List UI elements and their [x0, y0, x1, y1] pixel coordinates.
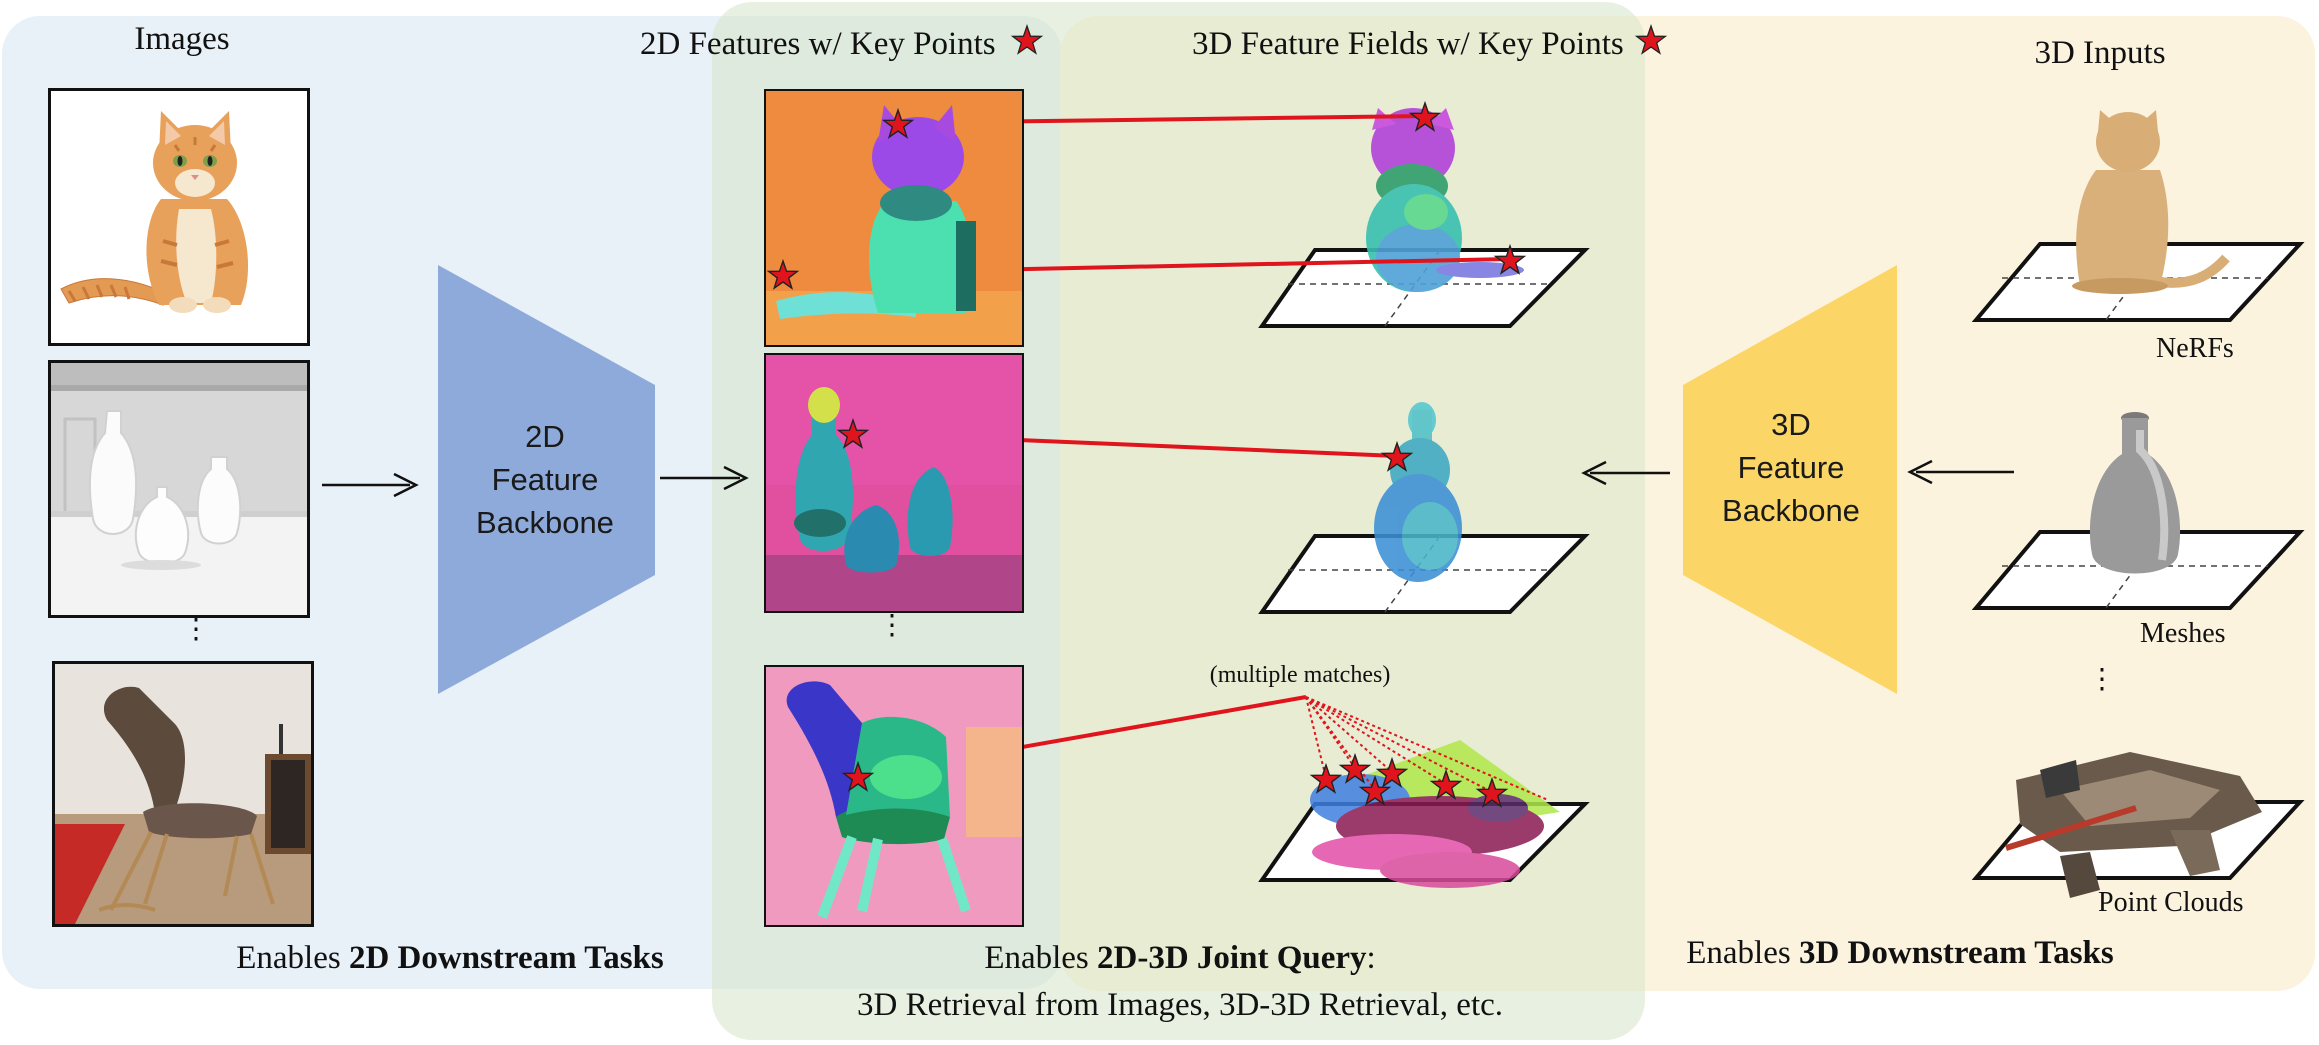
feature-map-chair: [764, 665, 1024, 927]
backbone-2d-label: 2D Feature Backbone: [430, 416, 660, 544]
field-cat-3d: [1366, 108, 1524, 292]
label-meshes: Meshes: [2140, 618, 2226, 649]
feature-map-cat: [764, 89, 1024, 347]
cat-photo: [48, 88, 310, 346]
backbone-3d-label: 3D Feature Backbone: [1676, 404, 1906, 532]
field-vase-3d: [1374, 402, 1462, 582]
footer-joint-query: Enables 2D-3D Joint Query:: [984, 942, 1375, 975]
arrow-right-icon: [660, 465, 749, 491]
header-3d-fields-text: 3D Feature Fields w/ Key Points: [1192, 26, 1624, 62]
footer-2d-tasks: Enables 2D Downstream Tasks: [236, 942, 664, 975]
point-cloud-scene: [2005, 752, 2262, 898]
ellipsis-inputs: ⋮: [2088, 664, 2116, 695]
backbone-3d-shape: [1683, 265, 1897, 694]
arrow-right-icon: [322, 472, 419, 498]
header-3d-fields: 3D Feature Fields w/ Key Points: [1192, 23, 1668, 62]
footer-2d-bold: 2D Downstream Tasks: [348, 940, 664, 976]
header-2d-features: 2D Features w/ Key Points: [640, 23, 1044, 62]
backbone-2d-shape: [438, 265, 655, 694]
chair-photo: [52, 661, 314, 927]
feature-map-vases: [764, 353, 1024, 613]
vases-illustration: [51, 363, 307, 615]
backbone-2d-line1: 2D: [525, 419, 565, 454]
backbone-3d-line3: Backbone: [1722, 492, 1860, 528]
star-icon: [1634, 23, 1668, 55]
label-nerfs: NeRFs: [2156, 333, 2234, 364]
backbone-2d-line2: Feature: [491, 461, 599, 497]
arrow-left-icon: [1581, 460, 1670, 486]
label-point-clouds: Point Clouds: [2098, 887, 2244, 918]
footer-3d-tasks: Enables 3D Downstream Tasks: [1686, 937, 2114, 970]
feature-map-chair-content: [766, 667, 1022, 925]
footer-joint-bold: 2D-3D Joint Query: [1097, 940, 1367, 976]
backbone-3d-line1: 3D: [1771, 407, 1811, 442]
star-icon: [1010, 23, 1044, 55]
backbone-2d-line3: Backbone: [476, 504, 614, 540]
footer-joint-detail: 3D Retrieval from Images, 3D-3D Retrieva…: [856, 987, 1504, 1023]
footer-3d-prefix: Enables: [1686, 935, 1799, 971]
header-3d-inputs: 3D Inputs: [2034, 35, 2166, 71]
mesh-vase: [2089, 412, 2181, 574]
header-2d-features-text: 2D Features w/ Key Points: [640, 26, 996, 62]
nerf-cat: [2072, 110, 2230, 294]
footer-joint-suffix: :: [1366, 940, 1376, 976]
vases-photo: [48, 360, 310, 618]
feature-map-vases-content: [766, 355, 1022, 611]
arrow-left-icon: [1907, 459, 2014, 485]
feature-map-cat-content: [766, 91, 1022, 345]
chair-illustration: [55, 664, 311, 924]
ellipsis-images: ⋮: [182, 614, 210, 645]
footer-2d-prefix: Enables: [236, 940, 349, 976]
footer-3d-bold: 3D Downstream Tasks: [1798, 935, 2114, 971]
footer-joint-prefix: Enables: [984, 940, 1098, 976]
multiple-matches-label: (multiple matches): [1209, 662, 1391, 688]
header-images: Images: [134, 21, 230, 57]
cat-illustration: [60, 111, 249, 313]
backbone-3d-line2: Feature: [1737, 449, 1845, 485]
ellipsis-features: ⋮: [878, 610, 906, 641]
